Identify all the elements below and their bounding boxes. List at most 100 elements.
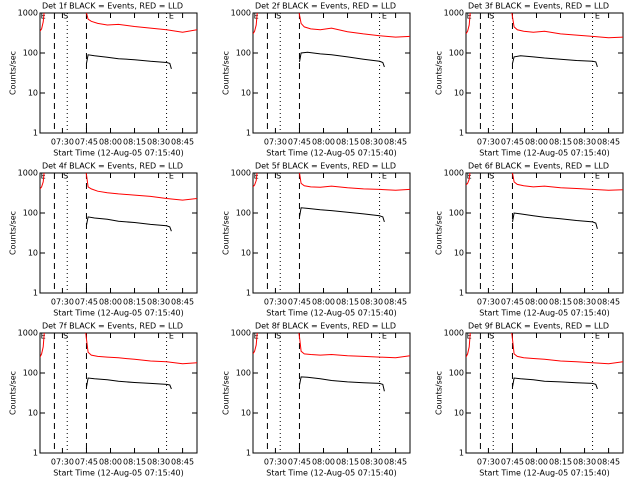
x-tick-label: 08:30 xyxy=(360,298,383,307)
y-tick-label: 1 xyxy=(246,289,251,298)
annotation: E xyxy=(467,332,472,341)
y-tick-label: 10 xyxy=(454,409,464,418)
annotation: S xyxy=(276,172,281,181)
x-tick-label: 08:15 xyxy=(123,298,146,307)
annotation: S xyxy=(276,12,281,21)
y-tick-label: 100 xyxy=(23,49,38,58)
y-tick-label: 100 xyxy=(449,49,464,58)
annotation: E xyxy=(41,332,46,341)
y-axis-label: Counts/sec xyxy=(222,211,231,255)
annotation: E xyxy=(254,12,259,21)
plot-frame xyxy=(252,12,411,134)
x-tick-label: 08:00 xyxy=(312,458,335,467)
y-axis-label: Counts/sec xyxy=(435,51,444,95)
y-axis-label: Counts/sec xyxy=(222,371,231,415)
y-tick-label: 1 xyxy=(33,129,38,138)
y-tick-label: 100 xyxy=(449,369,464,378)
x-tick-label: 08:30 xyxy=(573,138,596,147)
data-line xyxy=(253,333,410,359)
data-line xyxy=(299,376,385,392)
panel: Det 7f BLACK = Events, RED = LLD Start Ti… xyxy=(9,322,198,478)
x-tick-label: 07:45 xyxy=(501,138,524,147)
panel: Det 1f BLACK = Events, RED = LLD Start Ti… xyxy=(9,2,198,158)
y-tick-label: 100 xyxy=(236,49,251,58)
x-tick-label: 07:45 xyxy=(75,138,98,147)
y-axis-label: Counts/sec xyxy=(9,211,18,255)
x-tick-label: 07:30 xyxy=(477,458,500,467)
data-line xyxy=(299,207,385,223)
x-tick-label: 08:30 xyxy=(573,458,596,467)
annotation: S xyxy=(63,332,68,341)
x-tick-label: 07:45 xyxy=(501,458,524,467)
data-line xyxy=(86,54,172,70)
y-tick-label: 1000 xyxy=(444,169,464,178)
annotation: E xyxy=(169,172,174,181)
x-axis-label: Start Time (12-Aug-05 07:15:40) xyxy=(266,309,397,318)
y-axis-label: Counts/sec xyxy=(222,51,231,95)
x-tick-label: 08:30 xyxy=(360,458,383,467)
x-axis-label: Start Time (12-Aug-05 07:15:40) xyxy=(479,309,610,318)
annotation: E xyxy=(169,332,174,341)
panel: Det 2f BLACK = Events, RED = LLD Start Ti… xyxy=(222,2,411,158)
y-axis-label: Counts/sec xyxy=(435,211,444,255)
y-tick-label: 10 xyxy=(28,249,38,258)
data-line xyxy=(466,173,623,191)
x-tick-label: 07:45 xyxy=(75,298,98,307)
x-tick-label: 07:45 xyxy=(75,458,98,467)
x-tick-label: 08:15 xyxy=(123,458,146,467)
chart-title: Det 5f BLACK = Events, RED = LLD xyxy=(255,162,396,171)
y-tick-label: 1 xyxy=(459,449,464,458)
x-tick-label: 08:45 xyxy=(171,298,194,307)
x-axis-label: Start Time (12-Aug-05 07:15:40) xyxy=(53,469,184,478)
y-tick-label: 1 xyxy=(33,449,38,458)
x-tick-label: 08:15 xyxy=(336,298,359,307)
y-tick-label: 1000 xyxy=(231,169,251,178)
annotation: S xyxy=(63,12,68,21)
x-axis-label: Start Time (12-Aug-05 07:15:40) xyxy=(266,469,397,478)
plot-frame xyxy=(252,332,411,454)
x-tick-label: 08:15 xyxy=(549,138,572,147)
x-tick-label: 07:30 xyxy=(51,458,74,467)
x-tick-label: 08:45 xyxy=(384,458,407,467)
data-line xyxy=(40,173,197,201)
data-line xyxy=(466,333,623,365)
plot-frame xyxy=(39,12,198,134)
x-tick-label: 07:30 xyxy=(51,138,74,147)
annotation: E xyxy=(595,172,600,181)
x-tick-label: 08:00 xyxy=(312,298,335,307)
x-tick-label: 08:15 xyxy=(549,298,572,307)
annotation: E xyxy=(169,12,174,21)
y-tick-label: 10 xyxy=(241,249,251,258)
x-tick-label: 07:45 xyxy=(288,298,311,307)
chart-title: Det 4f BLACK = Events, RED = LLD xyxy=(42,162,183,171)
y-tick-label: 1000 xyxy=(18,169,38,178)
panel: Det 9f BLACK = Events, RED = LLD Start Ti… xyxy=(435,322,624,478)
data-line xyxy=(512,55,598,68)
data-line xyxy=(253,13,410,38)
x-tick-label: 08:45 xyxy=(384,298,407,307)
y-tick-label: 1000 xyxy=(18,329,38,338)
annotation: E xyxy=(595,12,600,21)
y-tick-label: 100 xyxy=(23,209,38,218)
y-tick-label: 100 xyxy=(449,209,464,218)
chart-title: Det 8f BLACK = Events, RED = LLD xyxy=(255,322,396,331)
x-axis-label: Start Time (12-Aug-05 07:15:40) xyxy=(266,149,397,158)
annotation: E xyxy=(254,332,259,341)
x-tick-label: 08:15 xyxy=(123,138,146,147)
plot-frame xyxy=(39,332,198,454)
plot-frame xyxy=(465,12,624,134)
x-tick-label: 07:30 xyxy=(477,138,500,147)
x-tick-label: 08:00 xyxy=(99,458,122,467)
annotation: E xyxy=(41,172,46,181)
panel: Det 8f BLACK = Events, RED = LLD Start Ti… xyxy=(222,322,411,478)
chart-title: Det 3f BLACK = Events, RED = LLD xyxy=(468,2,609,11)
annotation: S xyxy=(276,332,281,341)
annotation: E xyxy=(595,332,600,341)
data-line xyxy=(40,13,197,33)
x-tick-label: 08:00 xyxy=(99,138,122,147)
x-tick-label: 07:45 xyxy=(288,138,311,147)
y-tick-label: 10 xyxy=(454,249,464,258)
panel: Det 4f BLACK = Events, RED = LLD Start Ti… xyxy=(9,162,198,318)
y-tick-label: 1 xyxy=(459,129,464,138)
annotation: E xyxy=(382,12,387,21)
